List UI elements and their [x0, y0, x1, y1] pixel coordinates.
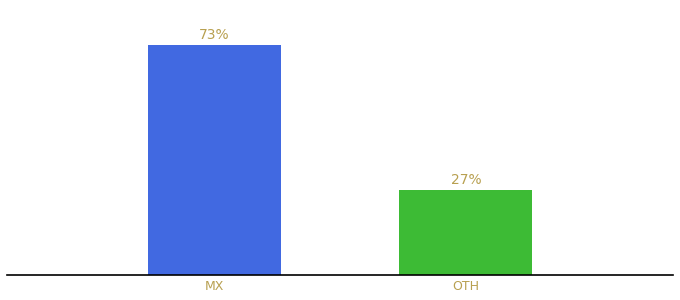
- Bar: [399, 190, 532, 275]
- Text: 73%: 73%: [199, 28, 229, 42]
- Text: 27%: 27%: [451, 173, 481, 187]
- Bar: [148, 45, 281, 275]
